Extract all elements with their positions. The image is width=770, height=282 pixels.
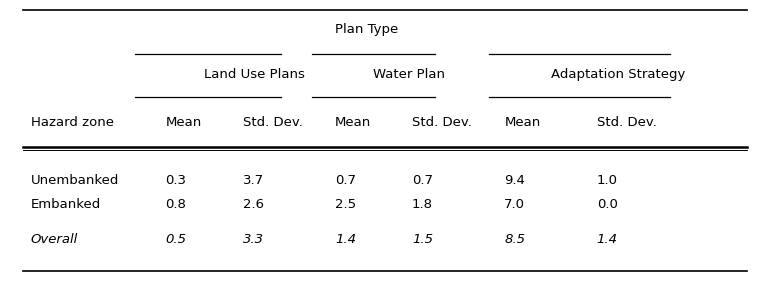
Text: 3.7: 3.7 (243, 174, 263, 187)
Text: Overall: Overall (31, 233, 78, 246)
Text: 1.0: 1.0 (597, 174, 618, 187)
Text: 2.5: 2.5 (335, 198, 356, 211)
Text: 0.0: 0.0 (597, 198, 618, 211)
Text: 9.4: 9.4 (504, 174, 525, 187)
Text: Mean: Mean (335, 116, 371, 129)
Text: Water Plan: Water Plan (373, 68, 446, 81)
Text: Embanked: Embanked (31, 198, 101, 211)
Text: 0.8: 0.8 (166, 198, 186, 211)
Text: Hazard zone: Hazard zone (31, 116, 114, 129)
Text: 1.5: 1.5 (412, 233, 433, 246)
Text: Land Use Plans: Land Use Plans (204, 68, 305, 81)
Text: Mean: Mean (504, 116, 541, 129)
Text: Unembanked: Unembanked (31, 174, 119, 187)
Text: Std. Dev.: Std. Dev. (412, 116, 472, 129)
Text: 0.7: 0.7 (412, 174, 433, 187)
Text: 1.4: 1.4 (335, 233, 356, 246)
Text: 0.7: 0.7 (335, 174, 356, 187)
Text: 1.8: 1.8 (412, 198, 433, 211)
Text: 0.5: 0.5 (166, 233, 186, 246)
Text: Std. Dev.: Std. Dev. (597, 116, 657, 129)
Text: Plan Type: Plan Type (335, 23, 398, 36)
Text: 8.5: 8.5 (504, 233, 525, 246)
Text: 3.3: 3.3 (243, 233, 263, 246)
Text: 7.0: 7.0 (504, 198, 525, 211)
Text: 2.6: 2.6 (243, 198, 263, 211)
Text: 0.3: 0.3 (166, 174, 186, 187)
Text: Mean: Mean (166, 116, 202, 129)
Text: Adaptation Strategy: Adaptation Strategy (551, 68, 685, 81)
Text: 1.4: 1.4 (597, 233, 618, 246)
Text: Std. Dev.: Std. Dev. (243, 116, 303, 129)
